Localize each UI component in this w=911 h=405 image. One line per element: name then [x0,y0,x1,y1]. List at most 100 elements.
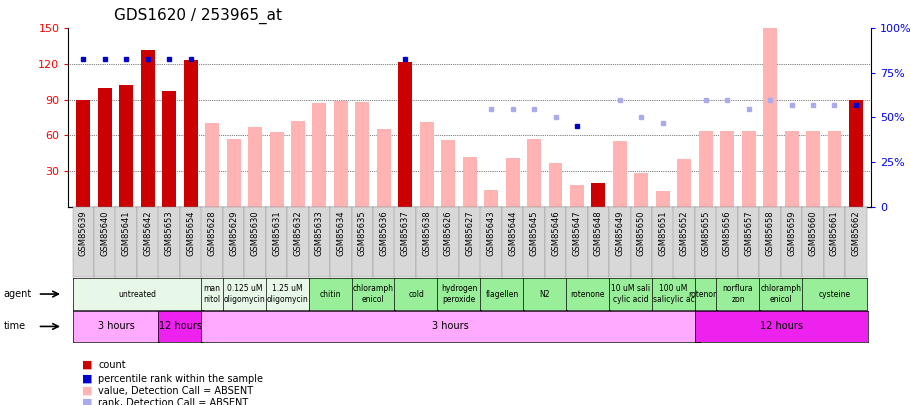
Text: GSM85655: GSM85655 [701,210,710,256]
Bar [612,141,626,207]
Bar [248,127,261,207]
Bar [162,91,176,207]
Text: GSM85646: GSM85646 [550,210,559,256]
Bar [505,158,519,207]
Text: agent: agent [4,289,32,299]
Text: N2: N2 [539,290,549,298]
Text: ■: ■ [82,398,93,405]
Text: GSM85649: GSM85649 [615,210,624,256]
Text: untreated: untreated [118,290,157,298]
Bar [441,140,455,207]
Text: count: count [98,360,126,369]
Text: 3 hours: 3 hours [97,322,134,331]
Text: GSM85654: GSM85654 [186,210,195,256]
Text: 12 hours: 12 hours [759,322,803,331]
Bar [591,183,605,207]
Bar [805,130,819,207]
Text: GSM85657: GSM85657 [743,210,752,256]
Text: GSM85635: GSM85635 [357,210,366,256]
Bar [527,139,540,207]
Text: man
nitol: man nitol [203,284,220,304]
Text: cysteine: cysteine [818,290,850,298]
Text: ■: ■ [82,360,93,369]
Text: 12 hours: 12 hours [159,322,201,331]
Text: GSM85658: GSM85658 [764,210,773,256]
Text: norflura
zon: norflura zon [722,284,752,304]
Text: GSM85642: GSM85642 [143,210,152,256]
Bar [720,130,733,207]
Bar [333,101,347,207]
Bar [826,130,841,207]
Text: GSM85653: GSM85653 [165,210,174,256]
Bar [419,122,434,207]
Text: GSM85659: GSM85659 [786,210,795,256]
Text: cold: cold [408,290,424,298]
Text: percentile rank within the sample: percentile rank within the sample [98,374,263,384]
Text: 1.25 uM
oligomycin: 1.25 uM oligomycin [266,284,308,304]
Bar [376,129,391,207]
Bar [205,124,219,207]
Text: 100 uM
salicylic ac: 100 uM salicylic ac [652,284,694,304]
Text: rotenone: rotenone [570,290,604,298]
Bar [655,191,669,207]
Text: flagellen: flagellen [485,290,518,298]
Text: ■: ■ [82,386,93,396]
Text: GSM85645: GSM85645 [529,210,538,256]
Bar [634,173,648,207]
Text: GSM85641: GSM85641 [122,210,130,256]
Text: GSM85648: GSM85648 [593,210,602,256]
Text: GSM85651: GSM85651 [658,210,667,256]
Text: GSM85632: GSM85632 [293,210,302,256]
Text: GSM85626: GSM85626 [444,210,452,256]
Text: chitin: chitin [319,290,341,298]
Text: GSM85652: GSM85652 [679,210,688,256]
Text: GSM85639: GSM85639 [79,210,87,256]
Bar [741,130,755,207]
Bar [398,62,412,207]
Bar [462,157,476,207]
Text: GSM85661: GSM85661 [829,210,838,256]
Bar [119,85,133,207]
Text: GSM85644: GSM85644 [507,210,517,256]
Bar [312,103,326,207]
Text: value, Detection Call = ABSENT: value, Detection Call = ABSENT [98,386,253,396]
Bar [484,190,497,207]
Bar [97,88,112,207]
Text: GSM85634: GSM85634 [336,210,345,256]
Text: GSM85660: GSM85660 [808,210,816,256]
Bar [569,185,583,207]
Bar [355,102,369,207]
Bar [677,159,691,207]
Text: GSM85628: GSM85628 [208,210,217,256]
Bar [763,28,776,207]
Bar [227,139,241,207]
Text: GSM85631: GSM85631 [271,210,281,256]
Text: rank, Detection Call = ABSENT: rank, Detection Call = ABSENT [98,398,249,405]
Bar [698,130,711,207]
Text: GDS1620 / 253965_at: GDS1620 / 253965_at [114,8,281,24]
Text: hydrogen
peroxide: hydrogen peroxide [440,284,476,304]
Bar [140,50,155,207]
Text: GSM85636: GSM85636 [379,210,388,256]
Text: GSM85633: GSM85633 [314,210,323,256]
Text: GSM85629: GSM85629 [229,210,238,256]
Text: 10 uM sali
cylic acid: 10 uM sali cylic acid [610,284,650,304]
Bar [183,60,198,207]
Text: rotenone: rotenone [688,290,722,298]
Text: ■: ■ [82,374,93,384]
Text: GSM85647: GSM85647 [572,210,581,256]
Text: GSM85637: GSM85637 [400,210,409,256]
Text: GSM85650: GSM85650 [636,210,645,256]
Bar [270,132,283,207]
Text: chloramph
enicol: chloramph enicol [760,284,801,304]
Text: GSM85638: GSM85638 [422,210,431,256]
Bar [291,121,304,207]
Text: time: time [4,322,26,331]
Bar [548,162,562,207]
Text: 3 hours: 3 hours [432,322,468,331]
Text: GSM85627: GSM85627 [465,210,474,256]
Text: 0.125 uM
oligomycin: 0.125 uM oligomycin [223,284,265,304]
Text: GSM85643: GSM85643 [486,210,495,256]
Text: chloramph
enicol: chloramph enicol [353,284,394,304]
Bar [848,100,862,207]
